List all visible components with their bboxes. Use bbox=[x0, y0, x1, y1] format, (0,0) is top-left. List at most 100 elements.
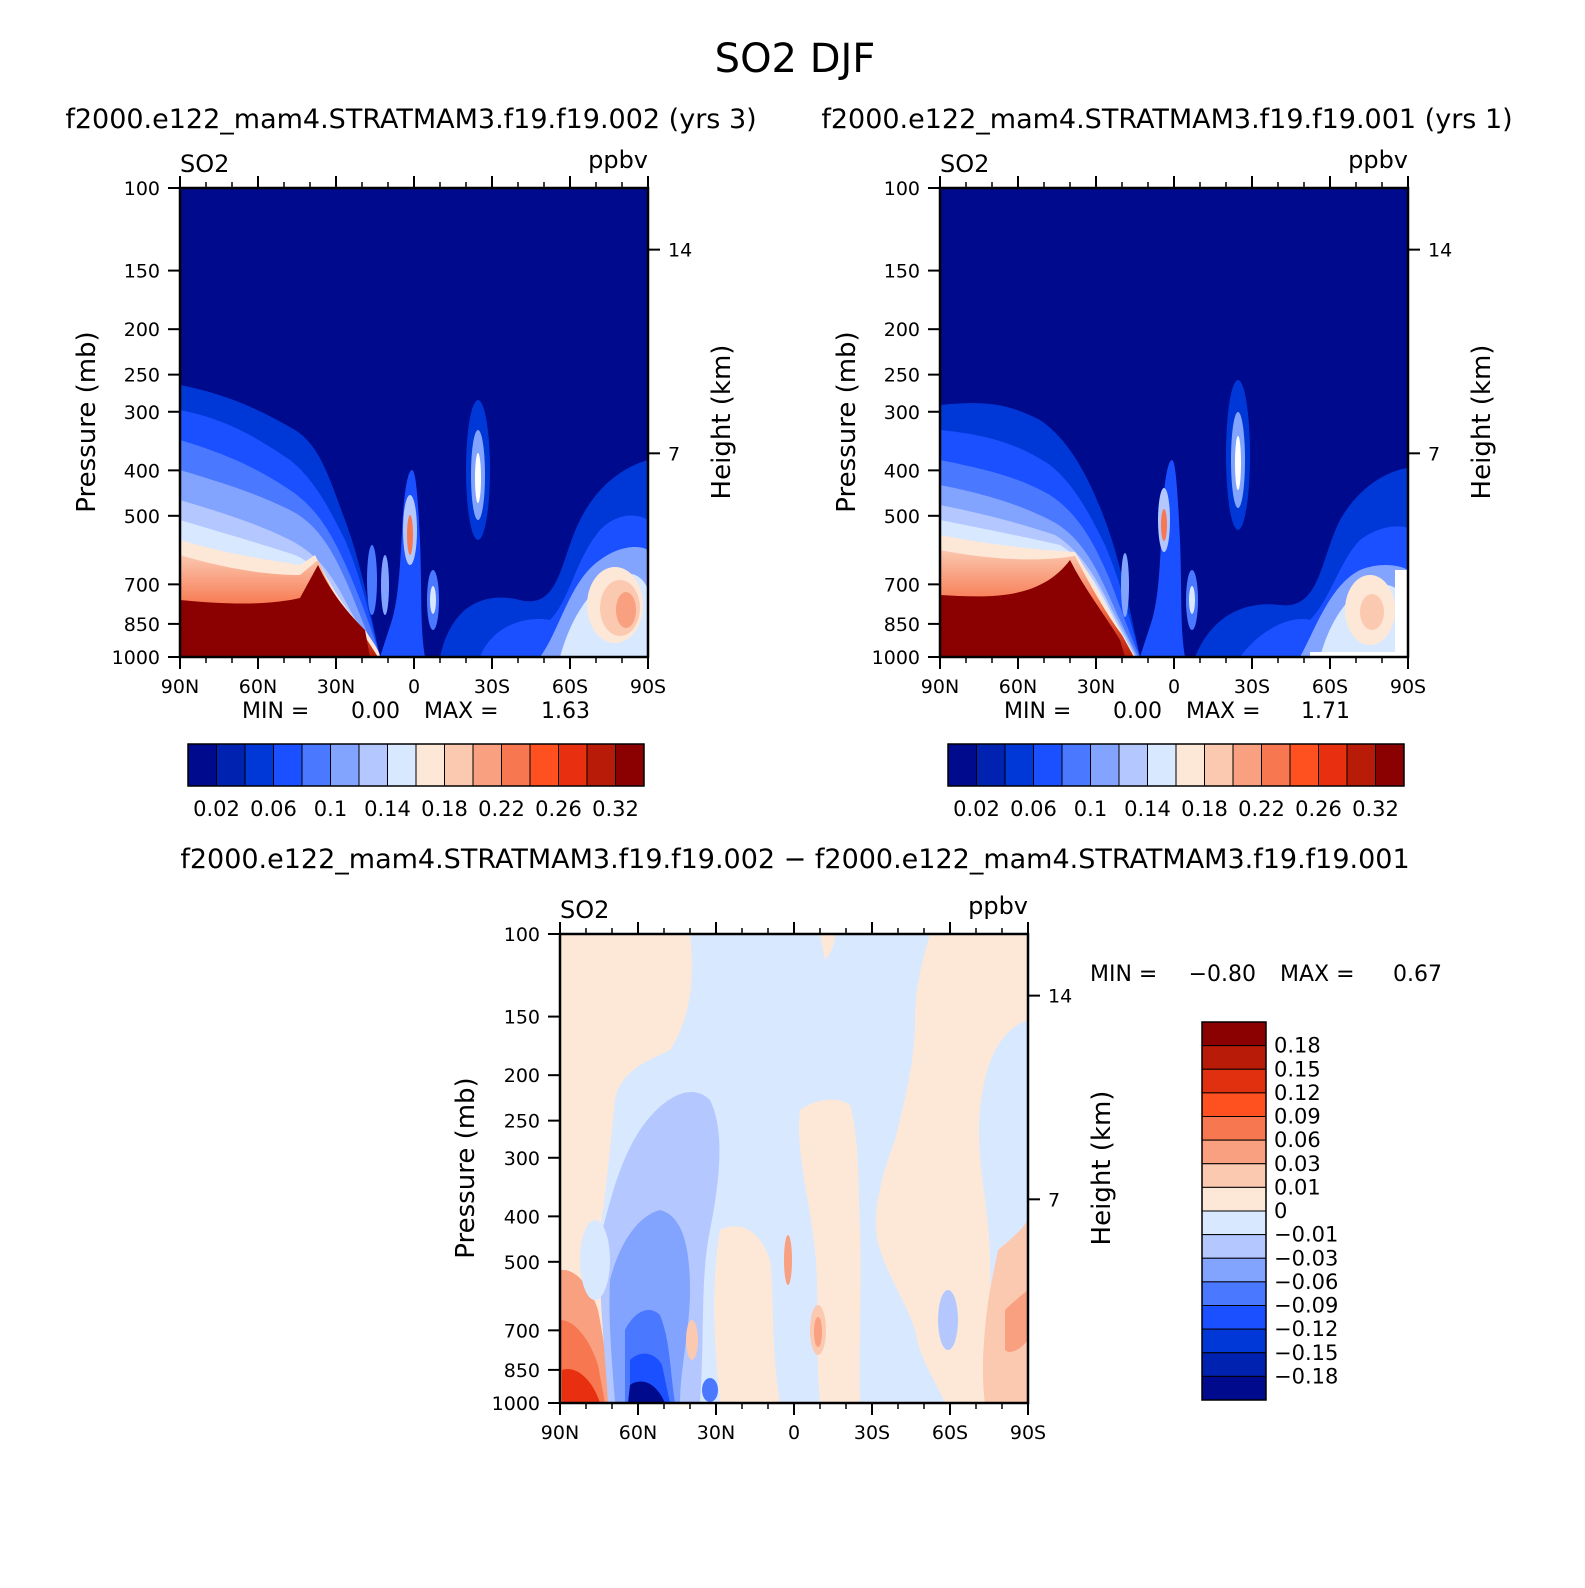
colorbar-swatch bbox=[1201, 1092, 1267, 1117]
colorbar-label: 0.15 bbox=[1274, 1057, 1321, 1081]
pressure-tick-label: 400 bbox=[504, 1206, 540, 1228]
colorbar-label: −0.03 bbox=[1274, 1246, 1338, 1270]
panel-diff-colorbar: 0.180.150.120.090.060.030.010−0.01−0.03−… bbox=[1201, 1021, 1338, 1401]
colorbar-swatch bbox=[1201, 1210, 1267, 1236]
latitude-tick-label: 60S bbox=[1312, 676, 1348, 698]
panel-a: 100 150 200 250 300 400 500 700 850 1000 14 7 90N 60N… bbox=[72, 146, 737, 821]
colorbar-swatch bbox=[1201, 1281, 1267, 1306]
pressure-tick-label: 850 bbox=[884, 614, 920, 636]
colorbar-swatch bbox=[1201, 1163, 1267, 1188]
colorbar-label: 0.18 bbox=[1274, 1034, 1321, 1058]
colorbar-label: 0.12 bbox=[1274, 1081, 1321, 1105]
panel-a-min-label: MIN = bbox=[242, 699, 309, 724]
colorbar-label: 0 bbox=[1274, 1199, 1287, 1223]
colorbar-swatch bbox=[358, 743, 388, 787]
pressure-tick-label: 100 bbox=[504, 924, 540, 946]
colorbar-swatch bbox=[1004, 743, 1034, 787]
colorbar-swatch bbox=[1201, 1139, 1267, 1165]
panel-b-max-label: MAX = bbox=[1186, 699, 1261, 724]
latitude-tick-label: 30N bbox=[1077, 676, 1115, 698]
colorbar-label: −0.18 bbox=[1274, 1364, 1338, 1388]
panel-diff-ylabel-right: Height (km) bbox=[1087, 1091, 1117, 1246]
panel-a-max-label: MAX = bbox=[424, 699, 499, 724]
colorbar-swatch bbox=[415, 743, 445, 787]
panel-b-colorbar: 0.02 0.06 0.1 0.14 0.18 0.22 0.26 0.32 bbox=[947, 743, 1405, 821]
panel-diff-units-label: ppbv bbox=[968, 892, 1028, 920]
panel-b-variable-label: SO2 bbox=[940, 150, 989, 178]
colorbar-swatch bbox=[1147, 743, 1177, 787]
panel-diff-max-value: 0.67 bbox=[1393, 962, 1442, 987]
latitude-tick-label: 90S bbox=[1390, 676, 1426, 698]
colorbar-swatch bbox=[615, 743, 645, 787]
panel-a-variable-label: SO2 bbox=[180, 150, 229, 178]
latitude-tick-label: 90N bbox=[921, 676, 959, 698]
colorbar-label: 0.03 bbox=[1274, 1152, 1321, 1176]
colorbar-label: 0.09 bbox=[1274, 1105, 1321, 1129]
latitude-tick-label: 30N bbox=[317, 676, 355, 698]
colorbar-swatch bbox=[1201, 1234, 1267, 1259]
pressure-tick-label: 400 bbox=[124, 460, 160, 482]
colorbar-label: 0.06 bbox=[1010, 797, 1057, 821]
colorbar-label: 0.18 bbox=[1181, 797, 1228, 821]
panel-diff-ylabel: Pressure (mb) bbox=[451, 1077, 481, 1258]
latitude-tick-label: 0 bbox=[408, 676, 420, 698]
pressure-tick-label: 850 bbox=[124, 614, 160, 636]
colorbar-swatch bbox=[1033, 743, 1063, 787]
panel-b-units-label: ppbv bbox=[1348, 146, 1408, 174]
colorbar-swatch bbox=[1375, 743, 1405, 787]
panel-a-field bbox=[180, 188, 648, 657]
latitude-tick-label: 60N bbox=[999, 676, 1037, 698]
panel-a-colorbar: 0.02 0.06 0.1 0.14 0.18 0.22 0.26 0.32 bbox=[187, 743, 645, 821]
latitude-tick-label: 30N bbox=[697, 1422, 735, 1444]
panel-a-min-value: 0.00 bbox=[351, 699, 400, 724]
pressure-tick-label: 500 bbox=[504, 1252, 540, 1274]
pressure-tick-label: 100 bbox=[124, 178, 160, 200]
colorbar-label: 0.26 bbox=[535, 797, 582, 821]
colorbar-label: 0.32 bbox=[1352, 797, 1399, 821]
colorbar-swatch bbox=[1232, 743, 1262, 787]
colorbar-label: 0.32 bbox=[592, 797, 639, 821]
latitude-tick-label: 60S bbox=[552, 676, 588, 698]
colorbar-frame bbox=[187, 743, 645, 787]
pressure-tick-label: 500 bbox=[124, 506, 160, 528]
diff-title: f2000.e122_mam4.STRATMAM3.f19.f19.002 − … bbox=[180, 844, 1409, 875]
colorbar-frame bbox=[947, 743, 1405, 787]
height-tick-label: 14 bbox=[668, 240, 692, 262]
pressure-tick-label: 500 bbox=[884, 506, 920, 528]
colorbar-label: 0.06 bbox=[1274, 1128, 1321, 1152]
colorbar-swatch bbox=[558, 743, 588, 787]
colorbar-frame bbox=[1201, 1021, 1267, 1401]
colorbar-label: −0.01 bbox=[1274, 1223, 1338, 1247]
pressure-tick-label: 1000 bbox=[492, 1393, 540, 1415]
colorbar-label: 0.06 bbox=[250, 797, 297, 821]
colorbar-label: −0.06 bbox=[1274, 1270, 1338, 1294]
colorbar-swatch bbox=[1201, 1352, 1267, 1377]
panel-diff-axes: 100 150 200 250 300 400 500 700 850 1000 14 7 90N 60N… bbox=[492, 922, 1072, 1444]
panel-diff-max-label: MAX = bbox=[1280, 962, 1355, 987]
pressure-tick-label: 400 bbox=[884, 460, 920, 482]
height-tick-label: 7 bbox=[668, 443, 680, 465]
panel-b-ylabel-right: Height (km) bbox=[1467, 345, 1497, 500]
colorbar-swatch bbox=[501, 743, 531, 787]
colorbar-label: 0.1 bbox=[1074, 797, 1107, 821]
colorbar-swatch bbox=[976, 743, 1006, 787]
latitude-tick-label: 0 bbox=[1168, 676, 1180, 698]
height-tick-label: 7 bbox=[1048, 1189, 1060, 1211]
panel-a-units-label: ppbv bbox=[588, 146, 648, 174]
colorbar-swatch bbox=[216, 743, 246, 787]
latitude-tick-label: 30S bbox=[474, 676, 510, 698]
latitude-tick-label: 30S bbox=[1234, 676, 1270, 698]
colorbar-swatch bbox=[330, 743, 360, 787]
panel-diff: 100 150 200 250 300 400 500 700 850 1000 14 7 90N 60N… bbox=[451, 892, 1442, 1444]
latitude-tick-label: 90S bbox=[1010, 1422, 1046, 1444]
panel-diff-min-value: −0.80 bbox=[1189, 962, 1256, 987]
colorbar-swatch bbox=[1201, 1186, 1267, 1212]
height-tick-label: 14 bbox=[1048, 986, 1072, 1008]
colorbar-swatch bbox=[1201, 1375, 1267, 1401]
colorbar-swatch bbox=[1261, 743, 1291, 787]
colorbar-swatch bbox=[1318, 743, 1348, 787]
pressure-tick-label: 250 bbox=[124, 365, 160, 387]
latitude-tick-label: 90N bbox=[161, 676, 199, 698]
colorbar-label: 0.22 bbox=[478, 797, 525, 821]
colorbar-label: 0.01 bbox=[1274, 1175, 1321, 1199]
